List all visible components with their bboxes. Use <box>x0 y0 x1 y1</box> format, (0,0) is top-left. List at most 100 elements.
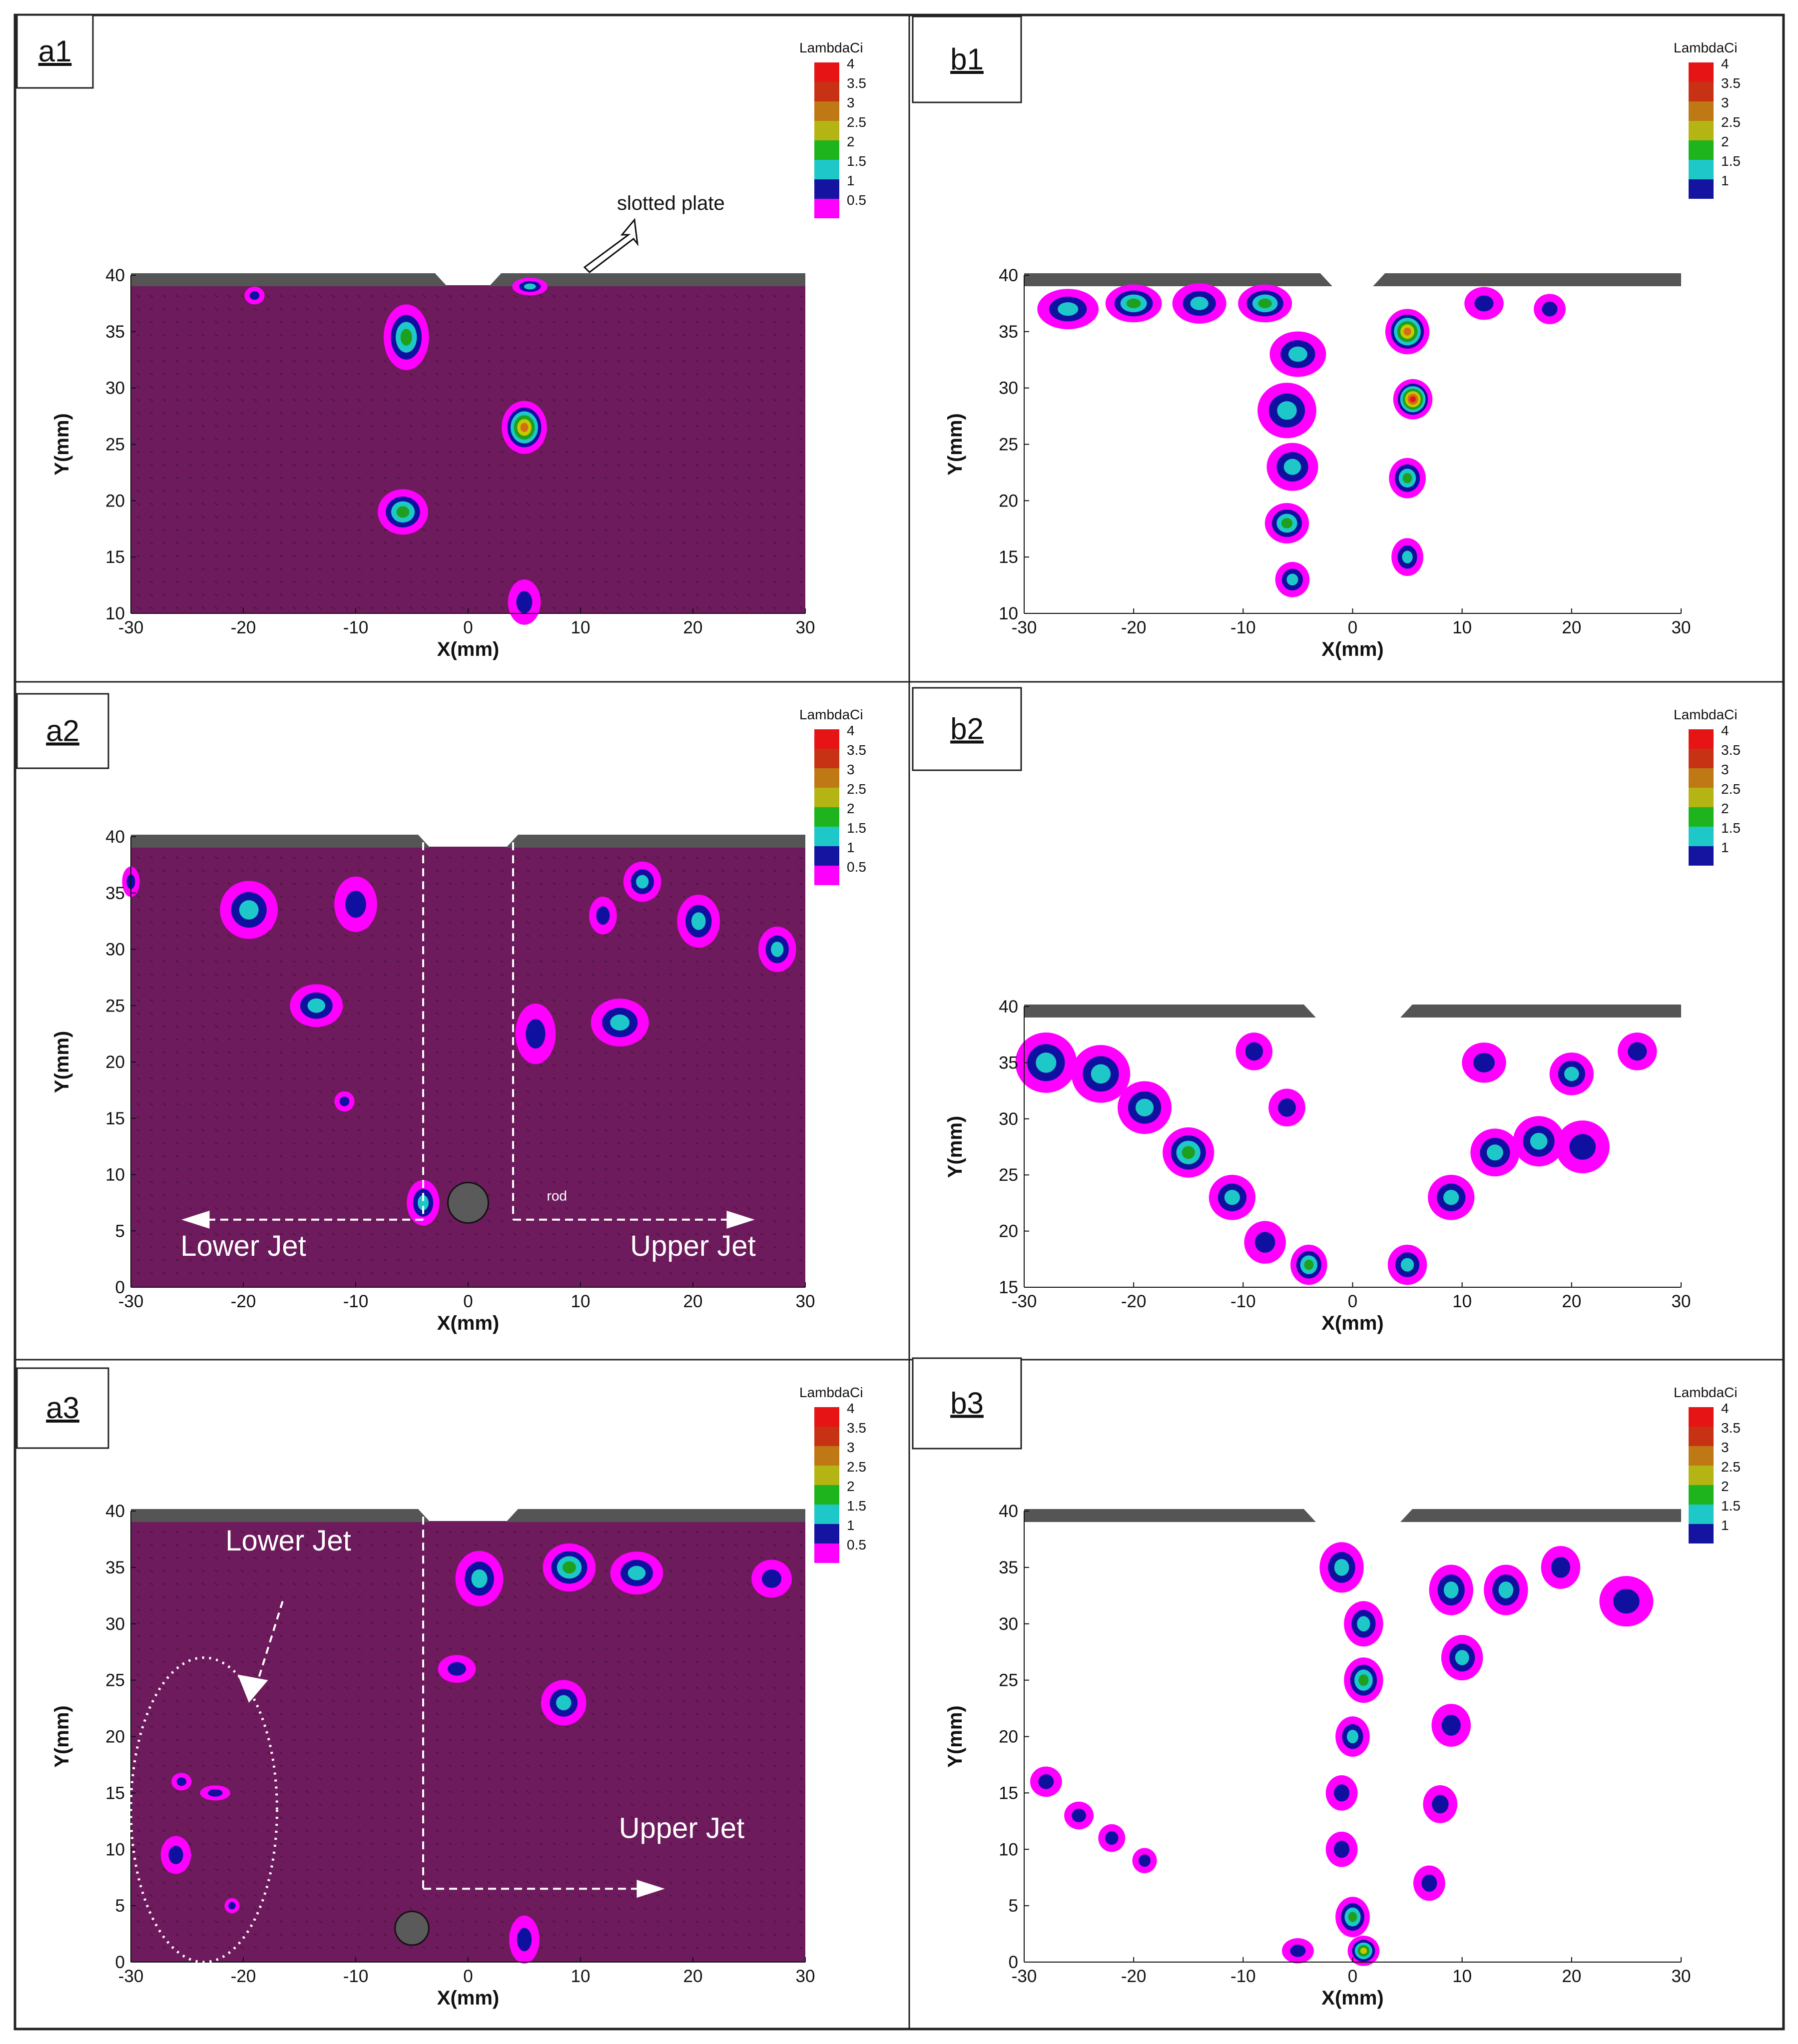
vector-arrow <box>682 438 686 441</box>
vector-arrow <box>643 908 647 911</box>
vector-arrow <box>292 921 296 924</box>
vector-arrow <box>318 360 322 363</box>
vector-arrow <box>734 347 738 350</box>
vector-arrow <box>721 1142 725 1145</box>
vector-arrow <box>214 1168 218 1171</box>
vector-arrow <box>487 360 491 363</box>
colorbar-swatch <box>1689 749 1714 768</box>
arrowhead-upper-jet <box>726 1210 755 1229</box>
vector-arrow <box>799 882 803 885</box>
vector-arrow <box>708 1272 712 1275</box>
vector-arrow <box>318 921 322 924</box>
vector-arrow <box>292 1077 296 1080</box>
vector-arrow <box>487 425 491 428</box>
vector-arrow <box>344 606 348 609</box>
vector-arrow <box>435 1155 439 1158</box>
vector-arrow <box>240 373 244 376</box>
vector-arrow <box>149 1142 153 1145</box>
y-tick-label: 25 <box>999 1165 1018 1185</box>
vector-arrow <box>448 1142 452 1145</box>
vector-arrow <box>669 1207 673 1210</box>
vector-arrow <box>734 412 738 415</box>
vector-arrow <box>630 334 634 337</box>
vector-arrow <box>188 960 192 963</box>
vortex-contour-level <box>1474 295 1494 312</box>
vector-arrow <box>201 1207 205 1210</box>
vector-arrow <box>266 1207 270 1210</box>
vector-arrow <box>760 1064 764 1067</box>
y-tick-label: 35 <box>105 322 125 342</box>
vector-arrow <box>669 999 673 1002</box>
vector-arrow <box>383 1051 387 1054</box>
vector-arrow <box>201 1259 205 1262</box>
vector-arrow <box>292 1064 296 1067</box>
vector-arrow <box>357 1064 361 1067</box>
x-tick-label: -30 <box>1012 1292 1037 1311</box>
vector-arrow <box>773 451 777 454</box>
vector-arrow <box>747 360 751 363</box>
vector-arrow <box>448 1077 452 1080</box>
vector-arrow <box>682 1181 686 1184</box>
vector-arrow <box>591 856 595 859</box>
colorbar-level-label: 1.5 <box>847 820 866 836</box>
vector-arrow <box>773 580 777 583</box>
vector-arrow <box>292 908 296 911</box>
vortex-contour-level <box>1304 1259 1314 1270</box>
vector-arrow <box>591 1155 595 1158</box>
vector-arrow <box>578 412 582 415</box>
vector-arrow <box>539 895 543 898</box>
vector-arrow <box>435 882 439 885</box>
vector-arrow <box>448 999 452 1002</box>
vector-arrow <box>630 490 634 493</box>
vector-arrow <box>565 580 569 583</box>
vector-arrow <box>162 882 166 885</box>
vector-arrow <box>591 567 595 570</box>
vector-arrow <box>331 1194 335 1197</box>
vector-arrow <box>318 1064 322 1067</box>
vector-arrow <box>344 1181 348 1184</box>
vector-arrow <box>682 1103 686 1106</box>
vector-arrow <box>383 567 387 570</box>
vector-arrow <box>630 921 634 924</box>
x-tick-label: -10 <box>343 1292 369 1311</box>
vector-arrow <box>604 1155 608 1158</box>
vector-arrow <box>331 1038 335 1041</box>
vector-arrow <box>344 1233 348 1236</box>
vector-arrow <box>318 399 322 402</box>
vector-arrow <box>396 973 400 976</box>
vector-arrow <box>422 1272 426 1275</box>
vector-arrow <box>552 1207 556 1210</box>
vector-arrow <box>266 464 270 467</box>
vector-arrow <box>409 1272 413 1275</box>
vector-arrow <box>747 947 751 950</box>
vector-arrow <box>383 541 387 544</box>
vector-arrow <box>266 528 270 531</box>
vector-arrow <box>227 1233 231 1236</box>
vector-arrow <box>760 921 764 924</box>
vector-arrow <box>370 1142 374 1145</box>
vector-arrow <box>409 464 413 467</box>
vector-arrow <box>656 1038 660 1041</box>
vector-arrow <box>708 373 712 376</box>
vortex <box>508 579 541 625</box>
vector-arrow <box>227 1168 231 1171</box>
vector-arrow <box>149 1012 153 1015</box>
vector-arrow <box>253 1142 257 1145</box>
vector-arrow <box>175 999 179 1002</box>
vector-arrow <box>630 1142 634 1145</box>
vector-arrow <box>331 1259 335 1262</box>
vector-arrow <box>240 554 244 557</box>
vector-arrow <box>357 1246 361 1249</box>
vector-arrow <box>435 295 439 298</box>
vector-arrow <box>396 464 400 467</box>
vortex <box>758 927 796 972</box>
vector-arrow <box>357 438 361 441</box>
vector-arrow <box>669 1272 673 1275</box>
vector-arrow <box>383 1103 387 1106</box>
vector-arrow <box>162 1272 166 1275</box>
vector-arrow <box>175 1090 179 1093</box>
vector-arrow <box>214 882 218 885</box>
vector-arrow <box>227 528 231 531</box>
vector-arrow <box>552 1246 556 1249</box>
vector-arrow <box>474 1025 478 1028</box>
